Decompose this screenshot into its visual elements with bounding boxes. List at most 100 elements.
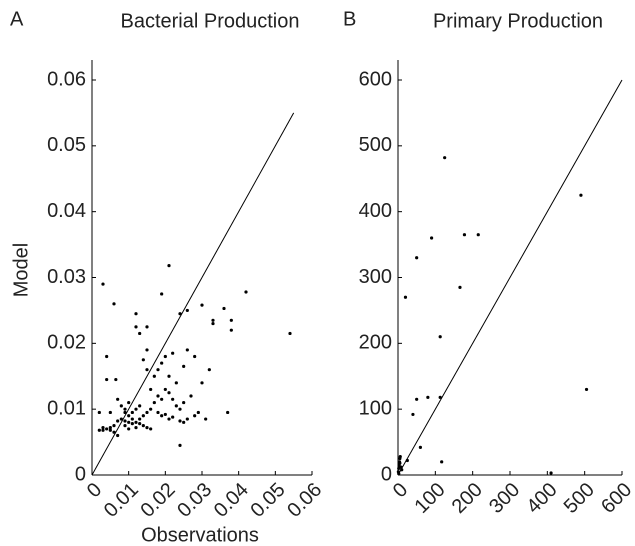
data-point bbox=[398, 461, 402, 465]
data-point bbox=[160, 397, 164, 401]
x-axis-label: Observations bbox=[141, 524, 259, 546]
data-point bbox=[108, 426, 112, 430]
data-point bbox=[288, 331, 292, 336]
data-point bbox=[458, 285, 462, 289]
data-point bbox=[438, 335, 442, 339]
y-tick-label: 0.01 bbox=[47, 397, 86, 419]
data-point bbox=[156, 394, 160, 398]
data-point bbox=[134, 312, 138, 316]
data-point bbox=[411, 412, 415, 417]
data-point bbox=[167, 391, 171, 395]
data-point bbox=[211, 318, 215, 322]
data-point bbox=[145, 348, 149, 352]
data-point bbox=[405, 458, 409, 463]
data-point bbox=[152, 374, 156, 378]
data-point bbox=[156, 410, 160, 415]
data-point bbox=[415, 256, 419, 260]
panel-label: A bbox=[10, 8, 24, 30]
x-tick-label: 0.02 bbox=[137, 479, 180, 522]
data-point bbox=[178, 407, 182, 411]
data-point bbox=[222, 306, 226, 311]
x-tick-label: 300 bbox=[485, 479, 524, 518]
data-point bbox=[398, 454, 402, 459]
data-point bbox=[138, 417, 142, 421]
data-point bbox=[167, 417, 171, 421]
x-tick-label: 0 bbox=[389, 479, 412, 502]
data-point bbox=[123, 410, 127, 415]
data-point bbox=[584, 387, 589, 392]
x-tick-label: 0.03 bbox=[173, 479, 216, 522]
data-point bbox=[193, 414, 197, 418]
x-tick-label: 0.04 bbox=[210, 479, 253, 522]
x-tick-label: 0.06 bbox=[283, 479, 326, 522]
data-point bbox=[167, 374, 171, 378]
reference-line bbox=[91, 112, 295, 476]
data-point bbox=[108, 428, 112, 432]
data-point bbox=[149, 387, 153, 392]
data-point bbox=[112, 424, 116, 428]
data-point bbox=[127, 414, 131, 418]
y-tick-label: 300 bbox=[359, 266, 392, 288]
data-point bbox=[185, 348, 189, 352]
y-tick-label: 200 bbox=[359, 332, 392, 354]
data-point bbox=[105, 427, 109, 431]
data-point bbox=[123, 424, 127, 428]
data-point bbox=[178, 443, 182, 447]
y-tick-label: 0.05 bbox=[47, 134, 86, 156]
data-point bbox=[130, 410, 134, 415]
data-point bbox=[171, 415, 175, 419]
y-tick-label: 0 bbox=[75, 463, 86, 485]
y-tick-label: 0.06 bbox=[47, 68, 86, 90]
data-point bbox=[134, 420, 138, 424]
data-point bbox=[145, 325, 149, 329]
data-point bbox=[141, 414, 145, 418]
data-point bbox=[97, 410, 101, 415]
data-point bbox=[426, 395, 430, 399]
data-point bbox=[105, 377, 109, 382]
y-tick-label: 100 bbox=[359, 397, 392, 419]
data-point bbox=[138, 331, 142, 336]
data-point bbox=[443, 156, 447, 160]
data-point bbox=[244, 290, 248, 294]
data-point bbox=[178, 419, 182, 423]
data-point bbox=[160, 292, 164, 296]
data-point bbox=[112, 430, 116, 434]
data-point bbox=[178, 312, 182, 316]
panel-label: B bbox=[343, 8, 356, 30]
data-point bbox=[145, 426, 149, 430]
data-point bbox=[145, 410, 149, 415]
data-point bbox=[114, 377, 118, 382]
data-point bbox=[189, 394, 193, 398]
data-point bbox=[204, 417, 208, 421]
data-point bbox=[119, 404, 123, 408]
data-point bbox=[138, 422, 142, 426]
data-point bbox=[130, 417, 134, 421]
data-point bbox=[138, 404, 142, 408]
data-point bbox=[127, 420, 131, 424]
data-point bbox=[101, 426, 105, 430]
y-tick-label: 0.02 bbox=[47, 332, 86, 354]
x-tick-label: 0.05 bbox=[247, 479, 290, 522]
x-tick-label: 100 bbox=[410, 479, 449, 518]
data-point bbox=[207, 368, 211, 372]
y-tick-label: 0 bbox=[381, 463, 392, 485]
data-point bbox=[229, 318, 233, 322]
reference-line bbox=[397, 79, 623, 476]
data-point bbox=[130, 422, 134, 426]
data-point bbox=[438, 395, 442, 399]
data-point bbox=[549, 471, 553, 475]
data-point bbox=[163, 412, 167, 417]
y-tick-label: 0.04 bbox=[47, 200, 86, 222]
data-point bbox=[123, 407, 127, 411]
data-point bbox=[163, 387, 167, 392]
data-point bbox=[112, 302, 116, 306]
data-point bbox=[196, 410, 200, 415]
data-point bbox=[415, 397, 419, 401]
data-point bbox=[400, 468, 404, 472]
x-tick-label: 600 bbox=[597, 479, 635, 518]
data-point bbox=[418, 445, 422, 449]
data-point bbox=[123, 419, 127, 423]
x-tick-label: 400 bbox=[522, 479, 561, 518]
data-point bbox=[440, 460, 444, 464]
data-point bbox=[160, 361, 164, 365]
